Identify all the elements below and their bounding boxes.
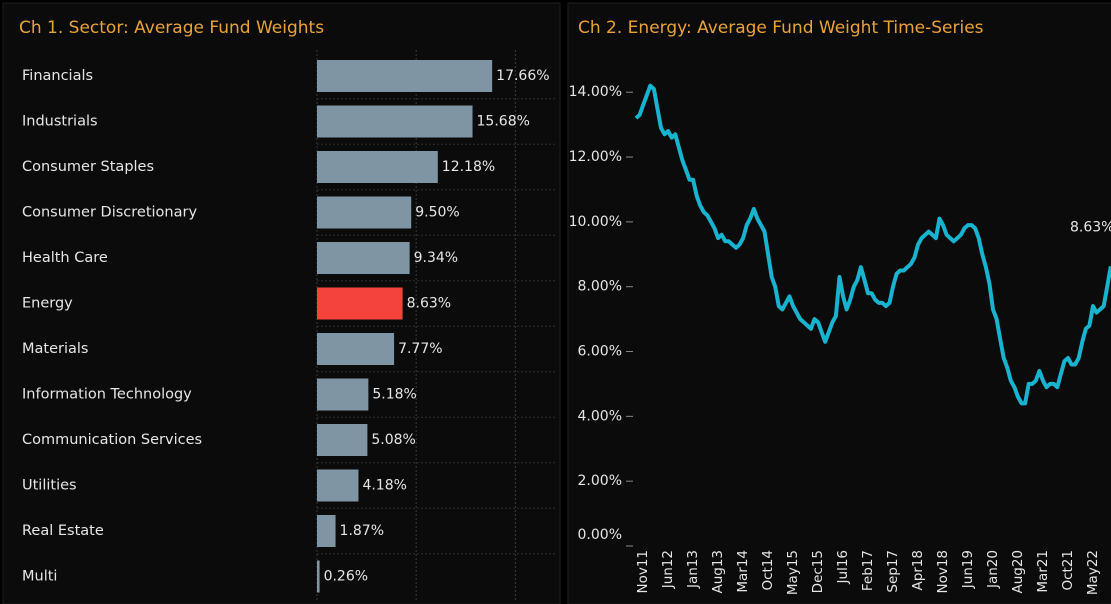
x-tick-label: Aug13 <box>710 550 726 594</box>
y-tick-label: 14.00% <box>569 84 622 100</box>
y-tick-label: 6.00% <box>578 344 622 360</box>
x-tick-label: Oct21 <box>1060 550 1076 591</box>
x-tick-label: Jan13 <box>685 550 701 589</box>
x-tick-label: Feb17 <box>860 550 876 591</box>
category-label: Materials <box>22 341 88 357</box>
category-label: Multi <box>22 569 57 585</box>
x-tick-label: Dec15 <box>810 550 826 593</box>
bar <box>317 333 395 365</box>
value-label: 12.18% <box>442 159 495 175</box>
value-label: 9.50% <box>415 205 459 221</box>
x-tick-label: Apr18 <box>910 550 926 591</box>
panel <box>567 2 1111 604</box>
bar <box>317 60 493 92</box>
chart-title: Ch 1. Sector: Average Fund Weights <box>19 18 324 38</box>
value-label: 17.66% <box>496 68 549 84</box>
category-label: Communication Services <box>22 432 202 448</box>
value-label: 8.63% <box>407 296 451 312</box>
y-tick-label: 10.00% <box>569 214 622 230</box>
x-tick-label: Oct14 <box>760 550 776 591</box>
bar <box>317 242 410 274</box>
line-series <box>634 83 1111 406</box>
y-tick-label: 12.00% <box>569 149 622 165</box>
panel <box>2 2 561 604</box>
value-label: 9.34% <box>414 250 458 266</box>
x-tick-label: Nov18 <box>935 550 951 594</box>
value-label: 5.18% <box>372 387 416 403</box>
category-label: Consumer Discretionary <box>22 205 197 221</box>
x-tick-label: May15 <box>785 550 801 595</box>
value-label: 7.77% <box>398 341 442 357</box>
y-tick-label: 0.00% <box>578 527 622 543</box>
x-tick-label: Mar14 <box>735 550 751 593</box>
bar <box>317 560 320 593</box>
bar <box>317 287 403 320</box>
category-label: Information Technology <box>22 387 192 403</box>
x-tick-label: Nov11 <box>635 550 651 594</box>
x-tick-label: Sep17 <box>885 550 901 593</box>
category-label: Health Care <box>22 250 108 266</box>
value-label: 5.08% <box>371 432 415 448</box>
value-label: 4.18% <box>362 478 406 494</box>
x-tick-label: Aug20 <box>1010 550 1026 594</box>
y-tick-label: 2.00% <box>578 473 622 489</box>
y-tick-label: 8.00% <box>578 279 622 295</box>
value-label: 1.87% <box>340 523 384 539</box>
bar <box>317 424 368 456</box>
bar <box>317 378 369 411</box>
value-label: 15.68% <box>477 114 530 130</box>
x-tick-label: Jun12 <box>660 550 676 589</box>
x-tick-label: Jul16 <box>835 550 851 584</box>
y-tick-label: 4.00% <box>578 408 622 424</box>
category-label: Energy <box>22 296 73 312</box>
x-tick-label: May22 <box>1085 550 1101 595</box>
bar <box>317 151 438 183</box>
x-tick-label: Jan20 <box>985 550 1001 589</box>
category-label: Financials <box>22 68 93 84</box>
bar <box>317 515 336 547</box>
x-tick-label: Mar21 <box>1035 550 1051 593</box>
x-tick-label: Jun19 <box>960 550 976 589</box>
category-label: Industrials <box>22 114 98 130</box>
chart-title: Ch 2. Energy: Average Fund Weight Time-S… <box>578 18 984 38</box>
value-label: 0.26% <box>324 569 368 585</box>
bar <box>317 196 412 229</box>
category-label: Consumer Staples <box>22 159 154 175</box>
bar <box>317 469 359 502</box>
bar <box>317 105 473 138</box>
end-label: 8.63% <box>1070 219 1111 235</box>
category-label: Utilities <box>22 478 77 494</box>
category-label: Real Estate <box>22 523 104 539</box>
